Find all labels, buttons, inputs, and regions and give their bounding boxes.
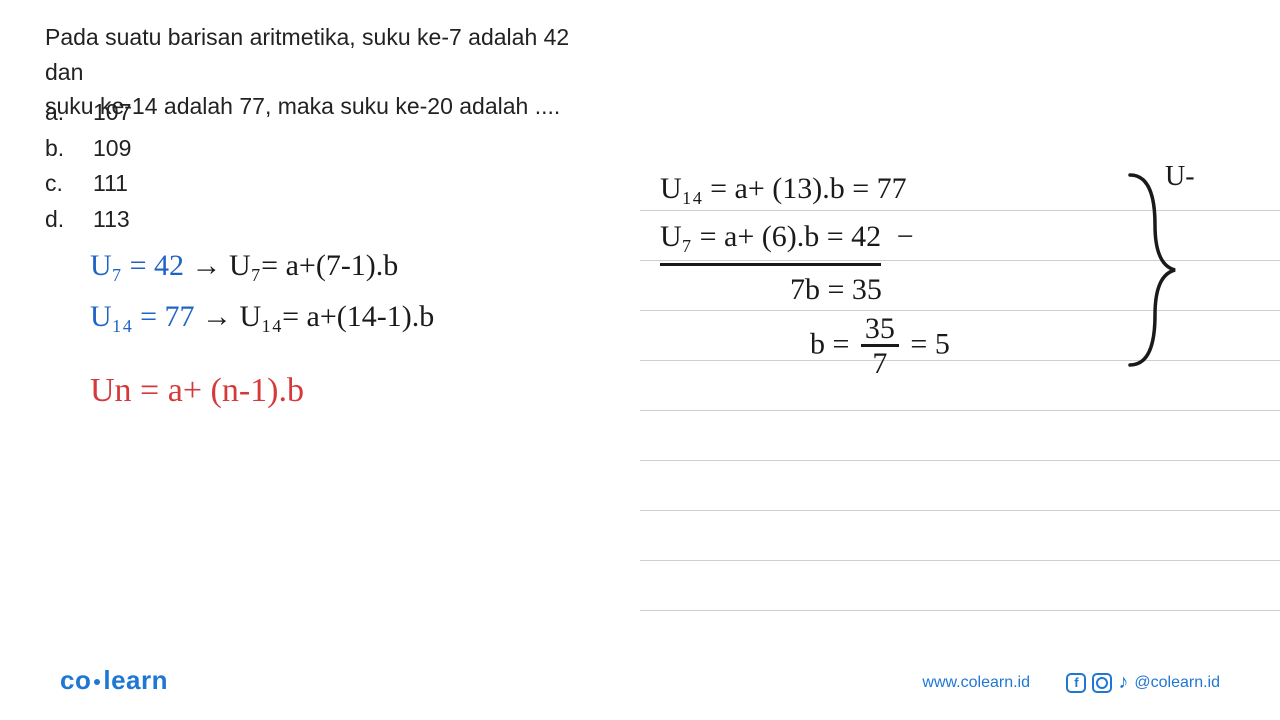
handwriting-left: U₇ = 42 → U₇= a+(7-1).b U₁₄ = 77 → U₁₄= … bbox=[90, 240, 434, 420]
minus-sign: − bbox=[897, 220, 914, 253]
u7-expanded: → U₇= a+(7-1).b bbox=[192, 249, 399, 282]
brace-note: U- bbox=[1165, 161, 1195, 192]
u14-given: U₁₄ = 77 bbox=[90, 300, 195, 333]
eq-u7-underlined: U₇ = a+ (6).b = 42 − bbox=[660, 213, 950, 266]
option-a: a. 107 bbox=[45, 95, 131, 131]
u14-expanded: → U₁₄= a+(14-1).b bbox=[202, 300, 434, 333]
u7-given: U₇ = 42 bbox=[90, 249, 184, 282]
options-block: a. 107 b. 109 c. 111 d. 113 bbox=[45, 95, 131, 238]
footer: colearn www.colearn.id f ♪ @colearn.id bbox=[0, 666, 1280, 696]
eq-7b: 7b = 35 bbox=[790, 266, 950, 314]
eq-b: b = 35 7 = 5 bbox=[810, 314, 950, 379]
tiktok-icon: ♪ bbox=[1118, 671, 1128, 694]
handwriting-right: U₁₄ = a+ (13).b = 77 U₇ = a+ (6).b = 42 … bbox=[660, 165, 950, 379]
question-line-1: Pada suatu barisan aritmetika, suku ke-7… bbox=[45, 20, 605, 89]
option-c: c. 111 bbox=[45, 166, 131, 202]
option-value: 109 bbox=[93, 131, 131, 167]
un-formula: Un = a+ (n-1).b bbox=[90, 362, 434, 420]
work-line-2: U₁₄ = 77 → U₁₄= a+(14-1).b bbox=[90, 291, 434, 342]
footer-url: www.colearn.id bbox=[922, 674, 1030, 692]
work-line-1: U₇ = 42 → U₇= a+(7-1).b bbox=[90, 240, 434, 291]
brace-icon: U- bbox=[1110, 155, 1230, 385]
option-letter: d. bbox=[45, 202, 93, 238]
social-handle: @colearn.id bbox=[1134, 674, 1220, 692]
eq-u14: U₁₄ = a+ (13).b = 77 bbox=[660, 165, 950, 213]
option-letter: a. bbox=[45, 95, 93, 131]
colearn-logo: colearn bbox=[60, 665, 168, 696]
instagram-icon bbox=[1092, 673, 1112, 693]
option-letter: c. bbox=[45, 166, 93, 202]
option-d: d. 113 bbox=[45, 202, 131, 238]
option-value: 107 bbox=[93, 95, 131, 131]
facebook-icon: f bbox=[1066, 673, 1086, 693]
option-b: b. 109 bbox=[45, 131, 131, 167]
option-letter: b. bbox=[45, 131, 93, 167]
fraction-35-over-7: 35 7 bbox=[861, 314, 899, 379]
option-value: 113 bbox=[93, 202, 130, 238]
option-value: 111 bbox=[93, 166, 128, 202]
social-block: f ♪ @colearn.id bbox=[1066, 671, 1220, 694]
